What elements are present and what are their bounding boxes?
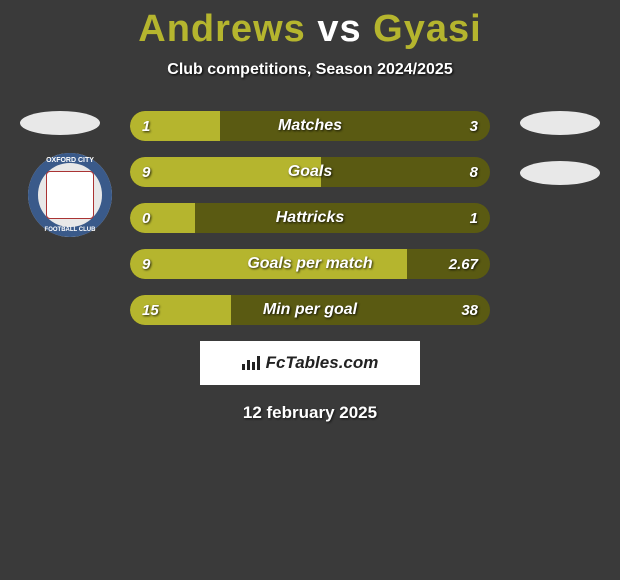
crest-inner	[46, 171, 94, 219]
club-crest: OXFORD CITY FOOTBALL CLUB	[28, 153, 112, 237]
stat-bars: 1Matches39Goals80Hattricks19Goals per ma…	[130, 111, 490, 325]
stat-value-right: 38	[461, 295, 478, 325]
comparison-title: Andrews vs Gyasi	[0, 0, 620, 51]
stat-value-right: 2.67	[449, 249, 478, 279]
stat-value-right: 1	[470, 203, 478, 233]
stat-value-right: 8	[470, 157, 478, 187]
stat-bar-row: 1Matches3	[130, 111, 490, 141]
stat-label: Hattricks	[130, 203, 490, 233]
subtitle: Club competitions, Season 2024/2025	[0, 61, 620, 79]
stat-label: Min per goal	[130, 295, 490, 325]
team-badge-left	[20, 111, 100, 135]
stat-bar-row: 0Hattricks1	[130, 203, 490, 233]
stat-value-right: 3	[470, 111, 478, 141]
chart-icon	[242, 356, 260, 370]
source-label: FcTables.com	[266, 353, 379, 373]
stat-bar-row: 9Goals per match2.67	[130, 249, 490, 279]
crest-text-bottom: FOOTBALL CLUB	[28, 227, 112, 233]
stat-label: Goals	[130, 157, 490, 187]
team-badge-right-1	[520, 111, 600, 135]
date-label: 12 february 2025	[0, 403, 620, 423]
content-area: OXFORD CITY FOOTBALL CLUB 1Matches39Goal…	[0, 111, 620, 423]
stat-bar-row: 15Min per goal38	[130, 295, 490, 325]
player2-name: Gyasi	[373, 8, 482, 50]
team-badge-right-2	[520, 161, 600, 185]
stat-bar-row: 9Goals8	[130, 157, 490, 187]
crest-text-top: OXFORD CITY	[28, 157, 112, 164]
stat-label: Goals per match	[130, 249, 490, 279]
player1-name: Andrews	[138, 8, 305, 50]
stat-label: Matches	[130, 111, 490, 141]
vs-text: vs	[317, 8, 361, 50]
source-box: FcTables.com	[200, 341, 420, 385]
